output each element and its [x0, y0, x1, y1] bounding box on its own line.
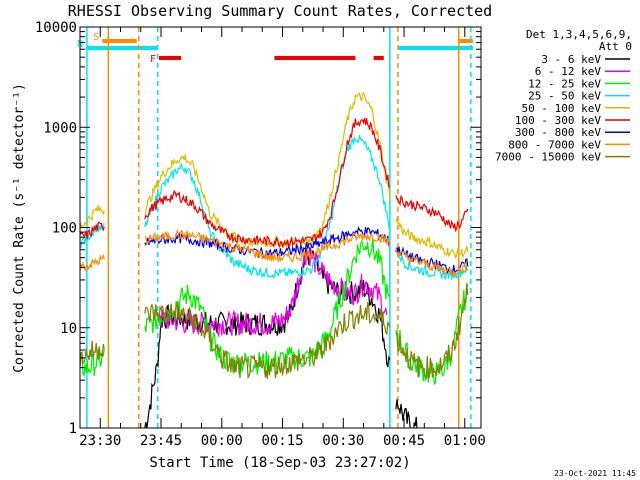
series-line-7 [80, 228, 469, 277]
x-axis-label: Start Time (18-Sep-03 23:27:02) [149, 455, 410, 471]
x-tick-label: 01:00 [444, 433, 486, 449]
series-line-8 [80, 284, 469, 380]
legend-header: Det 1,3,4,5,6,9, [526, 28, 632, 41]
x-tick-label: 23:45 [140, 433, 182, 449]
footer-date: 23-Oct-2021 11:45 [554, 469, 636, 478]
x-tick-label: 23:30 [79, 433, 121, 449]
legend-entry-label: 100 - 300 keV [515, 114, 601, 127]
flag-label-s: S [93, 32, 99, 43]
flag-label-f: F [150, 54, 156, 65]
legend-entry-label: 25 - 50 keV [528, 90, 601, 103]
x-tick-label: 00:00 [201, 433, 243, 449]
legend-entry-label: 12 - 25 keV [528, 77, 601, 90]
x-tick-label: 00:15 [261, 433, 303, 449]
y-tick-label: 1 [69, 421, 77, 437]
legend-entry-label: 6 - 12 keV [535, 65, 602, 78]
flag-bars: SNF [77, 32, 473, 65]
y-axis-label: Corrected Count Rate (s⁻¹ detector⁻¹) [12, 83, 27, 373]
y-tick-label: 1000 [43, 120, 77, 136]
chart-title: RHESSI Observing Summary Count Rates, Co… [68, 2, 492, 20]
series-layer [80, 91, 469, 428]
legend-entry-label: 300 - 800 keV [515, 126, 601, 139]
x-axis: 23:30 23:45 00:00 00:15 00:30 00:45 01:00 [79, 27, 486, 449]
y-tick-label: 100 [52, 221, 77, 237]
x-tick-label: 00:30 [322, 433, 364, 449]
legend-entry-label: 7000 - 15000 keV [495, 151, 601, 164]
legend-header: Att 0 [599, 40, 632, 53]
legend-entry-label: 3 - 6 keV [541, 53, 601, 66]
x-tick-label: 00:45 [383, 433, 425, 449]
y-tick-label: 10 [60, 321, 77, 337]
y-tick-label: 10000 [35, 20, 77, 36]
series-line-4 [80, 91, 469, 259]
series-line-0 [144, 246, 418, 428]
series-line-5 [80, 117, 469, 249]
series-line-1 [160, 249, 388, 338]
y-axis: 1 10 100 1000 10000 [35, 20, 481, 437]
legend-entry-label: 50 - 100 keV [522, 102, 602, 115]
legend-entry-label: 800 - 7000 keV [508, 138, 601, 151]
